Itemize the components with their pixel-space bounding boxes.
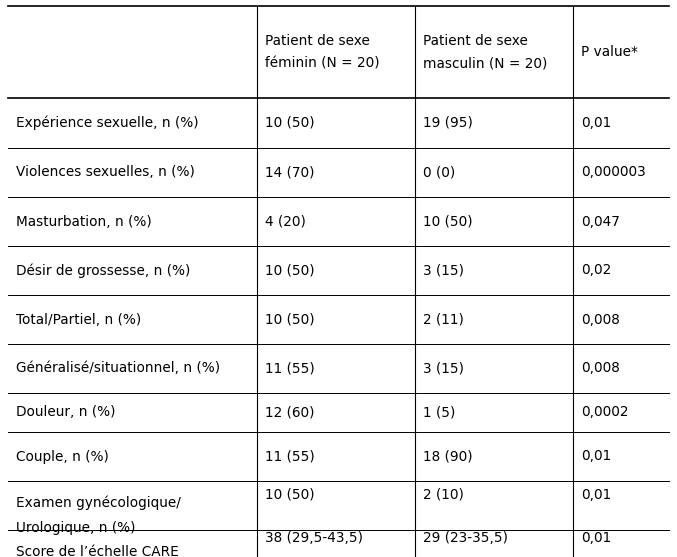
Text: P value*: P value* <box>581 45 638 59</box>
Text: Douleur, n (%): Douleur, n (%) <box>16 405 116 419</box>
Text: 11 (55): 11 (55) <box>265 449 315 463</box>
Text: 11 (55): 11 (55) <box>265 361 315 375</box>
Text: 29 (23-35,5): 29 (23-35,5) <box>423 531 508 545</box>
Text: Total/Partiel, n (%): Total/Partiel, n (%) <box>16 312 141 326</box>
Text: 0,01: 0,01 <box>581 449 611 463</box>
Text: 0,000003: 0,000003 <box>581 165 646 179</box>
Text: Désir de grossesse, n (%): Désir de grossesse, n (%) <box>16 263 190 278</box>
Text: 2 (11): 2 (11) <box>423 312 464 326</box>
Text: Patient de sexe
féminin (N = 20): Patient de sexe féminin (N = 20) <box>265 33 380 70</box>
Text: Score de l’échelle CARE
médiane (Q1-Q3): Score de l’échelle CARE médiane (Q1-Q3) <box>16 545 179 557</box>
Text: 10 (50): 10 (50) <box>265 488 315 502</box>
Text: 0 (0): 0 (0) <box>423 165 455 179</box>
Text: 38 (29,5-43,5): 38 (29,5-43,5) <box>265 531 363 545</box>
Text: 0,02: 0,02 <box>581 263 611 277</box>
Text: Examen gynécologique/
Urologique, n (%): Examen gynécologique/ Urologique, n (%) <box>16 496 181 535</box>
Text: Expérience sexuelle, n (%): Expérience sexuelle, n (%) <box>16 116 198 130</box>
Text: 0,01: 0,01 <box>581 116 611 130</box>
Text: 0,008: 0,008 <box>581 361 620 375</box>
Text: 0,01: 0,01 <box>581 531 611 545</box>
Text: 10 (50): 10 (50) <box>265 263 315 277</box>
Text: 0,0002: 0,0002 <box>581 405 628 419</box>
Text: 14 (70): 14 (70) <box>265 165 315 179</box>
Text: 4 (20): 4 (20) <box>265 214 306 228</box>
Text: 1 (5): 1 (5) <box>423 405 456 419</box>
Text: 12 (60): 12 (60) <box>265 405 315 419</box>
Text: Couple, n (%): Couple, n (%) <box>16 449 109 463</box>
Text: 0,008: 0,008 <box>581 312 620 326</box>
Text: 18 (90): 18 (90) <box>423 449 473 463</box>
Text: 19 (95): 19 (95) <box>423 116 473 130</box>
Text: Violences sexuelles, n (%): Violences sexuelles, n (%) <box>16 165 195 179</box>
Text: 3 (15): 3 (15) <box>423 361 464 375</box>
Text: 2 (10): 2 (10) <box>423 488 464 502</box>
Text: 0,01: 0,01 <box>581 488 611 502</box>
Text: Généralisé/situationnel, n (%): Généralisé/situationnel, n (%) <box>16 361 220 375</box>
Text: 0,047: 0,047 <box>581 214 620 228</box>
Text: 10 (50): 10 (50) <box>423 214 473 228</box>
Text: 3 (15): 3 (15) <box>423 263 464 277</box>
Text: 10 (50): 10 (50) <box>265 312 315 326</box>
Text: Masturbation, n (%): Masturbation, n (%) <box>16 214 152 228</box>
Text: 10 (50): 10 (50) <box>265 116 315 130</box>
Text: Patient de sexe
masculin (N = 20): Patient de sexe masculin (N = 20) <box>423 33 548 70</box>
